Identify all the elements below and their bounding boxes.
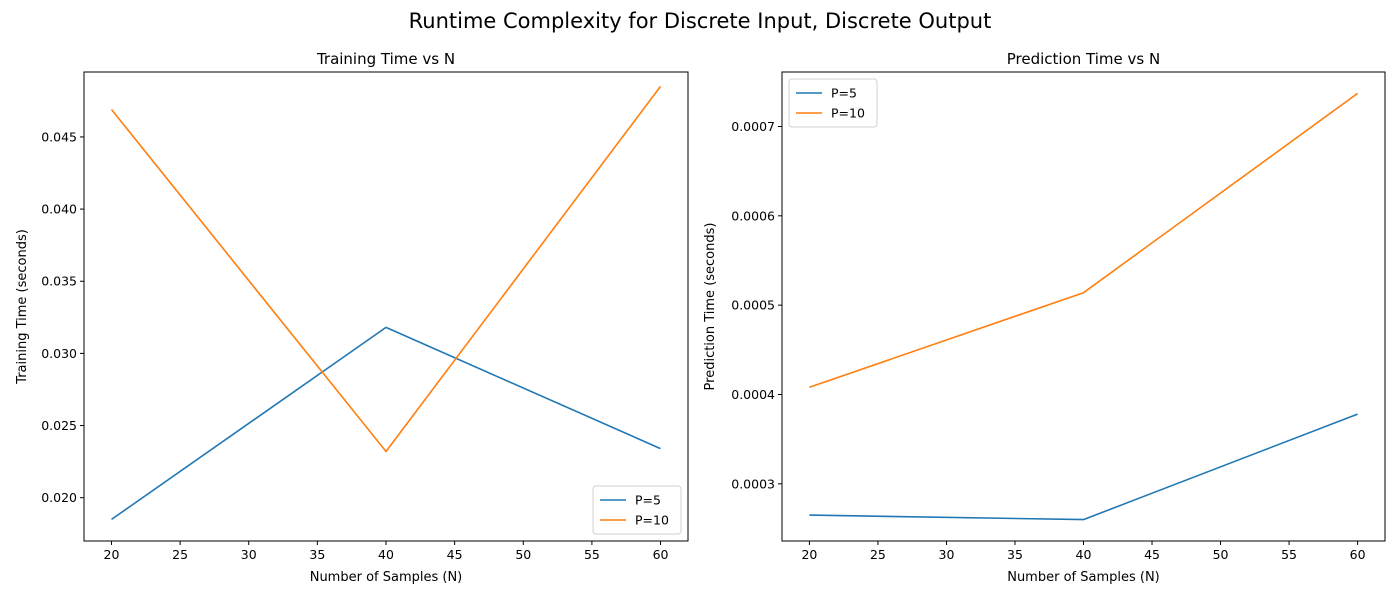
x-tick-label: 55 xyxy=(584,547,600,562)
figure-title: Runtime Complexity for Discrete Input, D… xyxy=(409,9,992,33)
x-tick-label: 45 xyxy=(447,547,463,562)
y-tick-label: 0.0007 xyxy=(731,119,775,134)
x-tick-label: 35 xyxy=(1007,547,1023,562)
series-line-p5 xyxy=(809,413,1358,521)
x-axis-label: Number of Samples (N) xyxy=(1007,570,1160,585)
x-tick-label: 30 xyxy=(939,547,955,562)
y-tick-label: 0.0006 xyxy=(731,208,775,223)
legend-label: P=10 xyxy=(635,513,669,528)
x-tick-label: 20 xyxy=(801,547,817,562)
legend-label: P=5 xyxy=(635,493,661,508)
legend-box xyxy=(788,78,878,128)
x-tick-label: 25 xyxy=(172,547,188,562)
y-tick-label: 0.025 xyxy=(41,418,77,433)
chart-title: Training Time vs N xyxy=(316,50,455,68)
x-tick-label: 35 xyxy=(309,547,325,562)
x-axis-label: Number of Samples (N) xyxy=(310,570,463,585)
training-time-chart: 20 25 30 35 40 45 50 55 60 0.020 0.025 0.030 0.035 0.… xyxy=(15,50,689,585)
y-axis-label: Training Time (seconds) xyxy=(15,229,30,385)
legend-box xyxy=(592,485,682,535)
legend-label: P=10 xyxy=(831,106,865,121)
y-tick-label: 0.0003 xyxy=(731,476,775,491)
x-tick-label: 60 xyxy=(653,547,669,562)
legend-label: P=5 xyxy=(831,86,857,101)
y-tick-label: 0.040 xyxy=(41,202,77,217)
legend: P=5 P=10 xyxy=(788,78,878,128)
chart-title: Prediction Time vs N xyxy=(1007,50,1160,68)
x-tick-label: 50 xyxy=(515,547,531,562)
plot-frame xyxy=(781,71,1386,542)
y-axis-label: Prediction Time (seconds) xyxy=(703,223,718,391)
y-tick-label: 0.035 xyxy=(41,274,77,289)
y-tick-label: 0.030 xyxy=(41,346,77,361)
series-line-p10 xyxy=(809,92,1359,389)
x-tick-label: 45 xyxy=(1144,547,1160,562)
x-tick-label: 40 xyxy=(378,547,394,562)
series-line-p5 xyxy=(111,326,661,521)
series-line-p10 xyxy=(110,85,662,453)
y-tick-label: 0.0004 xyxy=(731,387,775,402)
x-tick-label: 50 xyxy=(1213,547,1229,562)
x-tick-label: 40 xyxy=(1076,547,1092,562)
y-tick-label: 0.045 xyxy=(41,129,77,144)
x-tick-label: 25 xyxy=(870,547,886,562)
prediction-time-chart: 20 25 30 35 40 45 50 55 60 0.0003 0.0004 0.0005 0.00… xyxy=(703,50,1386,585)
x-tick-label: 55 xyxy=(1281,547,1297,562)
legend: P=5 P=10 xyxy=(592,485,682,535)
y-tick-label: 0.0005 xyxy=(731,298,775,313)
plot-frame xyxy=(83,71,689,542)
x-tick-label: 20 xyxy=(104,547,120,562)
x-tick-label: 30 xyxy=(241,547,257,562)
y-tick-label: 0.020 xyxy=(41,490,77,505)
x-tick-label: 60 xyxy=(1350,547,1366,562)
